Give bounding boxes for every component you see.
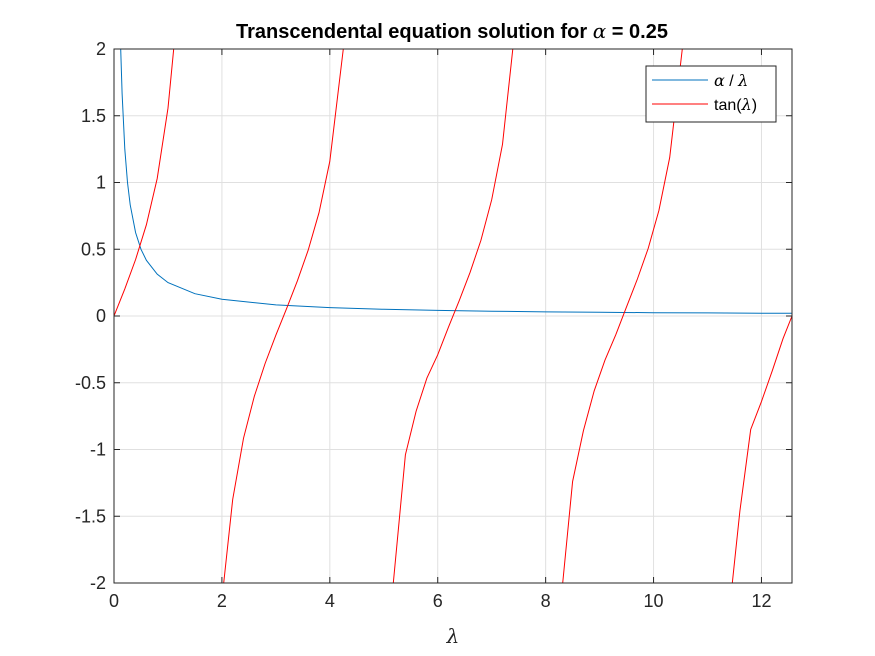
y-tick-label: 2 <box>96 39 106 59</box>
y-tick-label: -2 <box>90 573 106 593</box>
series-tan-lambda-line <box>223 49 344 583</box>
x-tick-label: 8 <box>541 591 551 611</box>
y-tick-label: 0 <box>96 306 106 326</box>
title-suffix: = 0.25 <box>606 21 668 43</box>
title-symbol: α <box>593 19 607 43</box>
y-tick-label: 1 <box>96 173 106 193</box>
x-tick-label: 12 <box>751 591 771 611</box>
title-prefix: Transcendental equation solution for <box>236 21 593 43</box>
series-tan-lambda-line <box>562 49 683 583</box>
axis-ticks: 0 2 4 6 8 10 12 2 1.5 1 0.5 0 -0.5 -1 -1.5 -2 <box>75 39 792 611</box>
series-tan-lambda-line <box>392 49 514 583</box>
chart-title: Transcendental equation solution for α =… <box>236 19 668 43</box>
legend-entry-tan-lambda: tan(λ) <box>714 95 757 114</box>
y-tick-label: 0.5 <box>81 239 106 259</box>
legend-box <box>645 65 777 123</box>
series-alpha-over-lambda-line <box>120 49 792 314</box>
y-tick-label: -1.5 <box>75 506 106 526</box>
x-tick-label: 0 <box>109 591 119 611</box>
y-tick-label: -1 <box>90 440 106 460</box>
legend-entry-alpha-over-lambda: α / λ <box>714 71 748 90</box>
x-tick-label: 10 <box>644 591 664 611</box>
x-tick-label: 6 <box>433 591 443 611</box>
grid <box>113 48 792 584</box>
y-tick-label: -0.5 <box>75 373 106 393</box>
x-tick-label: 4 <box>325 591 335 611</box>
legend: α / λ tan(λ) <box>645 65 777 123</box>
series-tan-lambda-line <box>114 49 175 317</box>
y-tick-label: 1.5 <box>81 106 106 126</box>
x-tick-label: 2 <box>217 591 227 611</box>
series-tan-lambda-line <box>731 315 792 583</box>
x-axis-label: λ <box>446 624 460 648</box>
plot-area <box>114 49 792 583</box>
